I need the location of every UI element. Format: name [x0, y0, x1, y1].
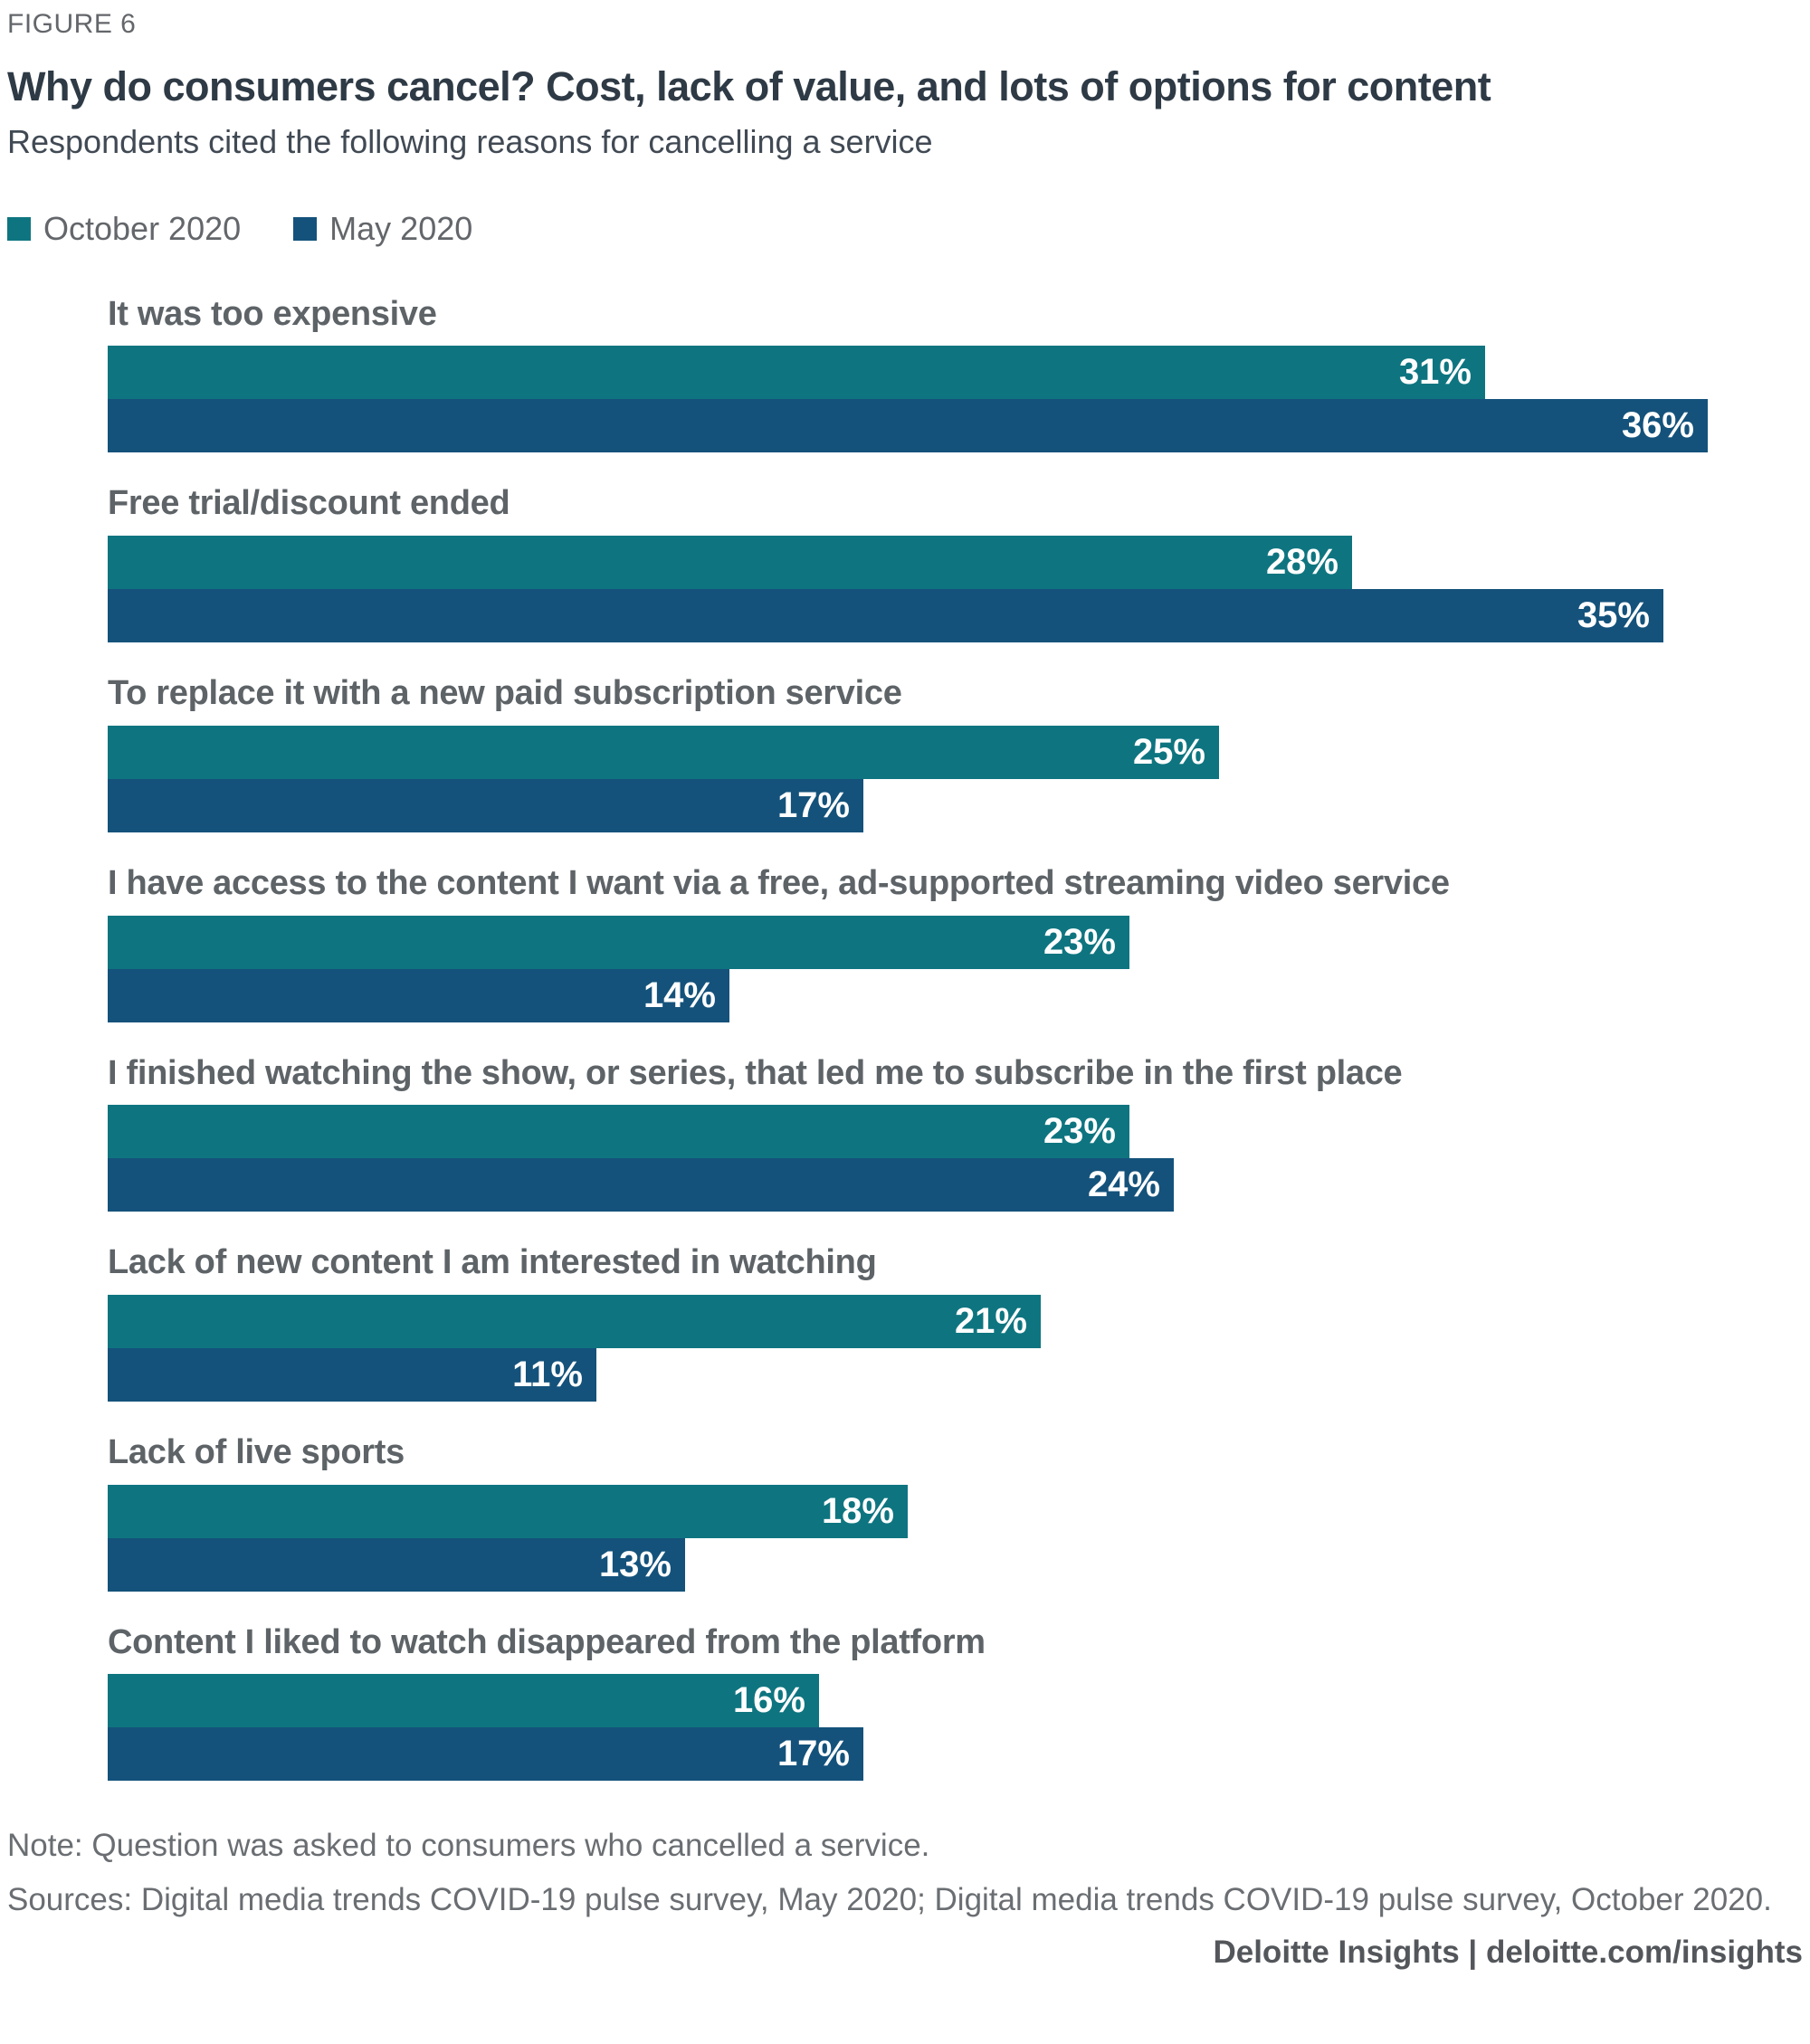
- category-label: It was too expensive: [108, 294, 437, 333]
- bar-may-2020: 17%: [108, 778, 863, 832]
- bar-october-2020: 31%: [108, 346, 1485, 400]
- bar-value-label: 14%: [643, 974, 716, 1015]
- legend-label: May 2020: [329, 209, 473, 247]
- category-label: I have access to the content I want via …: [108, 863, 1450, 902]
- bar-value-label: 24%: [1087, 1165, 1160, 1205]
- legend-item: May 2020: [293, 210, 472, 248]
- bar-value-label: 17%: [776, 784, 850, 825]
- bar-chart: It was too expensive 31% 36% Free trial/dis…: [108, 295, 1803, 1782]
- bar-may-2020: 11%: [108, 1347, 596, 1402]
- bar-may-2020: 24%: [108, 1158, 1174, 1212]
- bar-value-label: 23%: [1043, 1111, 1116, 1152]
- sources-line: Sources: Digital media trends COVID-19 p…: [7, 1882, 1772, 1918]
- legend-label: October 2020: [43, 209, 242, 247]
- category-label: Content I liked to watch disappeared fro…: [108, 1622, 986, 1661]
- legend-swatch-icon: [293, 216, 318, 241]
- bar-group: I have access to the content I want via …: [108, 864, 1803, 1022]
- bar-value-label: 11%: [512, 1354, 583, 1394]
- bar-group: To replace it with a new paid subscripti…: [108, 674, 1803, 832]
- footer: Note: Question was asked to consumers wh…: [7, 1828, 1803, 1971]
- bar-october-2020: 23%: [108, 915, 1129, 969]
- bar-group: Lack of live sports 18% 13%: [108, 1433, 1803, 1592]
- bar-may-2020: 36%: [108, 399, 1708, 453]
- category-label: Lack of new content I am interested in w…: [108, 1243, 877, 1282]
- bar-may-2020: 35%: [108, 589, 1663, 643]
- bar-october-2020: 23%: [108, 1105, 1129, 1159]
- bar-october-2020: 28%: [108, 536, 1352, 590]
- bar-value-label: 35%: [1577, 595, 1650, 636]
- bar-value-label: 13%: [598, 1544, 672, 1584]
- bar-group: Content I liked to watch disappeared fro…: [108, 1623, 1803, 1782]
- category-label: Free trial/discount ended: [108, 484, 510, 523]
- bar-value-label: 21%: [954, 1300, 1027, 1341]
- bar-value-label: 23%: [1043, 921, 1116, 962]
- figure-label: FIGURE 6: [7, 9, 137, 39]
- bar-october-2020: 16%: [108, 1674, 819, 1728]
- bar-group: Lack of new content I am interested in w…: [108, 1243, 1803, 1402]
- bar-may-2020: 14%: [108, 968, 729, 1022]
- bar-may-2020: 17%: [108, 1727, 863, 1782]
- chart-subtitle: Respondents cited the following reasons …: [7, 122, 933, 160]
- bar-october-2020: 18%: [108, 1484, 908, 1538]
- legend-item: October 2020: [7, 210, 241, 248]
- bar-value-label: 36%: [1621, 405, 1694, 446]
- bar-value-label: 31%: [1398, 352, 1472, 393]
- bar-october-2020: 21%: [108, 1294, 1041, 1348]
- footnote: Note: Question was asked to consumers wh…: [7, 1828, 930, 1864]
- category-label: Lack of live sports: [108, 1432, 405, 1471]
- bar-value-label: 18%: [821, 1490, 894, 1531]
- bar-group: Free trial/discount ended 28% 35%: [108, 484, 1803, 643]
- category-label: I finished watching the show, or series,…: [108, 1053, 1403, 1092]
- legend: October 2020 May 2020: [7, 210, 1803, 248]
- bar-group: It was too expensive 31% 36%: [108, 295, 1803, 453]
- deloitte-credit: Deloitte Insights | deloitte.com/insight…: [1213, 1935, 1803, 1971]
- bar-value-label: 25%: [1132, 731, 1205, 772]
- bar-october-2020: 25%: [108, 725, 1219, 779]
- bar-value-label: 17%: [776, 1734, 850, 1774]
- legend-swatch-icon: [7, 216, 31, 241]
- bar-value-label: 28%: [1265, 542, 1338, 583]
- bar-value-label: 16%: [732, 1680, 805, 1721]
- bar-group: I finished watching the show, or series,…: [108, 1054, 1803, 1212]
- chart-title: Why do consumers cancel? Cost, lack of v…: [7, 63, 1491, 109]
- bar-may-2020: 13%: [108, 1537, 685, 1592]
- category-label: To replace it with a new paid subscripti…: [108, 674, 902, 713]
